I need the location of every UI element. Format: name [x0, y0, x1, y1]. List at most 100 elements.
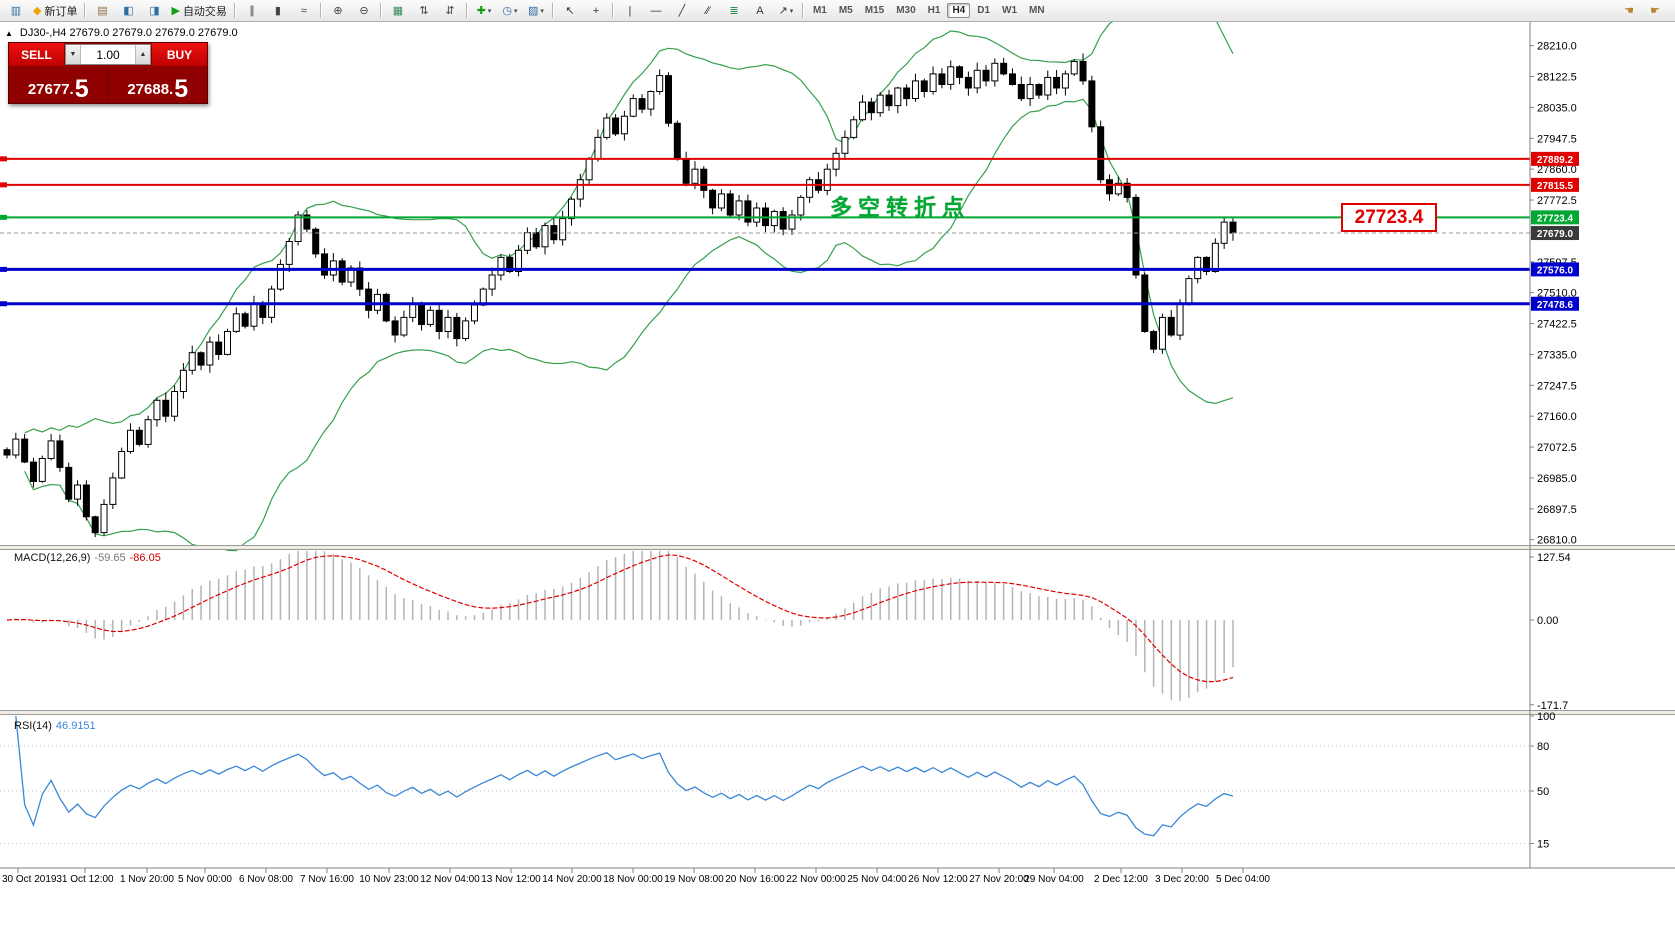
zoom-out-button[interactable]: ⊖ — [352, 1, 376, 21]
sell-price-pip: 5 — [74, 75, 89, 103]
svg-text:14 Nov 20:00: 14 Nov 20:00 — [542, 874, 602, 885]
periods-button[interactable]: ◷ ▾ — [498, 1, 522, 21]
timeframe-d1-button[interactable]: D1 — [977, 5, 991, 16]
timeframe-m5-button[interactable]: M5 — [838, 5, 853, 16]
svg-text:27072.5: 27072.5 — [1537, 442, 1577, 454]
pivot-price-badge: 27723.4 — [1531, 210, 1579, 225]
svg-text:28210.0: 28210.0 — [1537, 41, 1577, 53]
svg-text:50: 50 — [1537, 786, 1549, 798]
fibonacci-button[interactable]: ≣ — [722, 1, 746, 21]
market-watch-icon[interactable]: ◧ — [116, 1, 140, 21]
text-icon: A — [756, 4, 764, 17]
resistance-1-price-badge: 27889.2 — [1531, 151, 1579, 166]
strategy-tester-icon[interactable]: ◨ — [142, 1, 166, 21]
channel-button[interactable]: ∕∕ — [696, 1, 720, 21]
profiles-icon[interactable]: ▤ — [90, 1, 114, 21]
new-order-button[interactable]: ◆ 新订单 — [30, 1, 80, 21]
pivot-left-marker — [0, 214, 7, 220]
cursor-icon: ↖ — [565, 4, 575, 17]
timeframe-mn-button[interactable]: MN — [1029, 5, 1045, 16]
tile-windows-icon: ▦ — [392, 4, 404, 17]
svg-text:31 Oct 12:00: 31 Oct 12:00 — [56, 874, 114, 885]
candlestick-chart-button[interactable]: ▮ — [266, 1, 290, 21]
bar-chart-button[interactable]: ∥ — [240, 1, 264, 21]
new-order-icon: ◆ — [33, 4, 42, 17]
toolbar-separator — [611, 3, 614, 18]
arrows-button[interactable]: ↗ ▾ — [774, 1, 798, 21]
volume-value[interactable]: 1.00 — [96, 47, 120, 62]
panel-collapse-arrow[interactable]: ▲ — [5, 28, 13, 38]
volume-decrease-button[interactable]: ▼ — [66, 45, 81, 64]
toolbar-separator — [84, 3, 87, 18]
vertical-line-button[interactable]: | — [618, 1, 642, 21]
horizontal-line-button[interactable]: — — [644, 1, 668, 21]
timeframe-m1-button[interactable]: M1 — [812, 5, 827, 16]
svg-text:28122.5: 28122.5 — [1537, 72, 1577, 84]
timeframe-bar: M1 M5 M15 M30 H1 H4 D1 W1 MN — [807, 3, 1051, 18]
new-order-button-label: 新订单 — [44, 5, 78, 18]
svg-text:-171.7: -171.7 — [1537, 700, 1568, 712]
dropdown-caret-icon: ▾ — [487, 7, 492, 15]
svg-text:5 Dec 04:00: 5 Dec 04:00 — [1216, 874, 1270, 885]
svg-text:3 Dec 20:00: 3 Dec 20:00 — [1155, 874, 1209, 885]
svg-text:27510.0: 27510.0 — [1537, 288, 1577, 300]
svg-text:22 Nov 00:00: 22 Nov 00:00 — [786, 874, 846, 885]
indicators-button[interactable]: ✚ ▾ — [472, 1, 496, 21]
tile-windows-button[interactable]: ▦ — [386, 1, 410, 21]
timeframe-h1-button[interactable]: H1 — [927, 5, 941, 16]
auto-arrange-icon: ⇵ — [445, 4, 455, 17]
candlestick-series — [3, 53, 1237, 538]
indicators-icon: ✚ — [476, 4, 486, 17]
pointer-right-icon[interactable]: ☛ — [1650, 5, 1660, 17]
macd-value-1: -59.65 — [94, 552, 126, 564]
timeframe-m30-button[interactable]: M30 — [896, 5, 916, 16]
new-chart-button[interactable]: ▥ — [4, 1, 28, 21]
cursor-button[interactable]: ↖ — [558, 1, 582, 21]
svg-text:27160.0: 27160.0 — [1537, 411, 1577, 423]
resistance-2-price-badge: 27815.5 — [1531, 177, 1579, 192]
text-button[interactable]: A — [748, 1, 772, 21]
macd-value-2: -86.05 — [129, 552, 161, 564]
timeframe-w1-button[interactable]: W1 — [1002, 5, 1018, 16]
sell-price[interactable]: 27677. 5 — [9, 66, 108, 103]
auto-arrange-button[interactable]: ⇵ — [438, 1, 462, 21]
svg-text:10 Nov 23:00: 10 Nov 23:00 — [359, 874, 419, 885]
price-axis[interactable]: 28210.0 28122.5 28035.0 27947.5 27860.0 27772… — [1530, 41, 1577, 547]
support-2-price-badge: 27478.6 — [1531, 296, 1579, 311]
autotrading-button[interactable]: ▶ 自动交易 — [168, 1, 229, 21]
trendline-button[interactable]: ╱ — [670, 1, 694, 21]
volume-increase-button[interactable]: ▲ — [135, 45, 150, 64]
chart-window: 28210.0 28122.5 28035.0 27947.5 27860.0 27772… — [0, 22, 1675, 949]
zoom-in-button[interactable]: ⊕ — [326, 1, 350, 21]
volume-field[interactable]: ▼ 1.00 ▲ — [65, 44, 151, 65]
timeframe-m15-button[interactable]: M15 — [864, 5, 885, 16]
time-axis[interactable]: 30 Oct 2019 31 Oct 12:00 1 Nov 20:00 5 Nov … — [2, 868, 1270, 885]
pointer-left-icon[interactable]: ☚ — [1624, 5, 1634, 17]
profiles-icon-icon: ▤ — [97, 4, 108, 17]
main-chart-canvas[interactable]: 28210.0 28122.5 28035.0 27947.5 27860.0 27772… — [0, 22, 1675, 949]
vertical-line-icon: | — [628, 4, 632, 17]
sell-button[interactable]: SELL — [9, 43, 64, 66]
symbol-ohlc-text: DJ30-,H4 27679.0 27679.0 27679.0 27679.0 — [19, 27, 238, 39]
svg-text:7 Nov 16:00: 7 Nov 16:00 — [300, 874, 354, 885]
svg-text:27723.4: 27723.4 — [1537, 213, 1574, 224]
buy-button[interactable]: BUY — [152, 43, 207, 66]
toolbar-separator — [379, 3, 382, 18]
svg-text:27860.0: 27860.0 — [1537, 164, 1577, 176]
toolbar-separator — [551, 3, 554, 18]
toolbar-items: ▥ ◆ 新订单 ▤ ◧ ◨ ▶ 自动交易 ∥ ▮ ≈ ⊕ ⊖ ▦ ⇅ ⇵ ✚ ▾ ◷ ▾ ▨ ▾ ↖ + | — ╱ ∕∕ ≣ A ↗ ▾ — [3, 1, 807, 21]
timeframe-h4-button[interactable]: H4 — [947, 3, 971, 18]
arrange-windows-button[interactable]: ⇅ — [412, 1, 436, 21]
price-callout-box[interactable]: 27723.4 — [1341, 203, 1437, 232]
rsi-name: RSI(14) — [14, 720, 52, 732]
templates-button[interactable]: ▨ ▾ — [524, 1, 548, 21]
templates-icon: ▨ — [527, 4, 539, 17]
crosshair-button[interactable]: + — [584, 1, 608, 21]
svg-text:27815.5: 27815.5 — [1537, 181, 1574, 192]
svg-text:27422.5: 27422.5 — [1537, 319, 1577, 331]
buy-price[interactable]: 27688. 5 — [107, 66, 208, 103]
arrows-icon: ↗ — [778, 4, 788, 17]
support-1-left-marker — [0, 266, 7, 272]
line-chart-button[interactable]: ≈ — [292, 1, 316, 21]
svg-text:13 Nov 12:00: 13 Nov 12:00 — [481, 874, 541, 885]
